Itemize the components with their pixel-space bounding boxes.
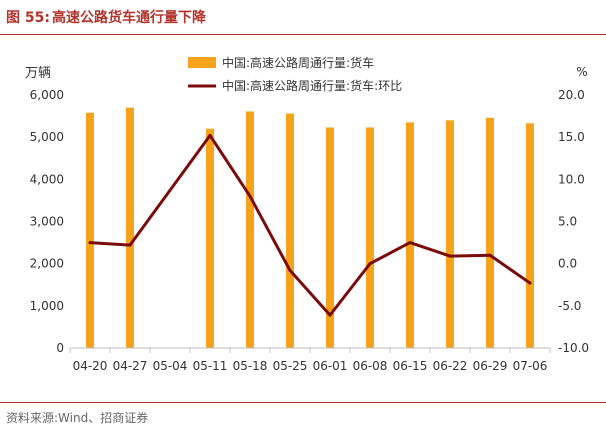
y-left-tick-label: 0 [56,341,64,355]
x-tick-label: 06-15 [393,359,428,373]
bar-volume-06-22 [446,120,454,348]
source-divider [0,402,606,403]
legend-label-change: 中国:高速公路周通行量:货车:环比 [222,78,402,93]
y-left-tick-label: 6,000 [30,88,64,102]
y-left-tick-label: 5,000 [30,130,64,144]
point-change-06-01 [328,313,332,317]
y-right-tick-label: 0.0 [558,257,577,271]
figure-label: 图 55: [6,10,50,26]
point-change-06-29 [488,253,492,257]
x-tick-label: 05-18 [233,359,268,373]
bar-volume-06-29 [486,117,494,349]
y-right-tick-label: 5.0 [558,215,577,229]
bar-volume-05-18 [246,111,254,348]
x-tick-label: 06-22 [433,359,468,373]
x-tick-label: 06-08 [353,359,388,373]
point-change-04-20 [88,241,92,245]
x-tick-label: 04-27 [113,359,148,373]
bar-volume-06-01 [326,127,334,349]
legend-swatch-volume [188,57,216,68]
y-axis-left-unit: 万辆 [25,66,51,81]
y-left-tick-label: 2,000 [30,257,64,271]
point-change-05-11 [208,133,212,137]
y-right-tick-label: 15.0 [558,130,585,144]
y-axis-right-unit: % [576,65,587,79]
x-tick-label: 06-29 [473,359,508,373]
bar-volume-05-11 [206,128,214,348]
y-left-tick-label: 3,000 [30,215,64,229]
y-right-tick-label: -5.0 [558,299,581,313]
point-change-05-25 [288,268,292,272]
y-right-tick-label: 10.0 [558,172,585,186]
bar-volume-04-27 [126,107,134,349]
figure-title: 图 55: 高速公路货车通行量下降 [0,0,606,30]
figure-title-main: 高速公路货车通行量下降 [51,10,206,26]
x-tick-label: 05-11 [193,359,228,373]
y-left-tick-label: 4,000 [30,172,64,186]
bar-volume-06-15 [406,122,414,349]
point-change-06-22 [448,254,452,258]
point-change-06-15 [408,241,412,245]
point-change-06-08 [368,262,372,266]
title-divider [0,34,606,35]
figure-title-text: 图 55: 高速公路货车通行量下降 [6,7,206,27]
x-tick-label: 07-06 [513,359,548,373]
bar-volume-05-25 [286,113,294,348]
y-right-tick-label: -10.0 [558,341,589,355]
bar-volume-04-20 [86,112,94,349]
point-change-05-18 [248,194,252,198]
bar-volume-06-08 [366,127,374,349]
source-note: 资料来源:Wind、招商证券 [6,411,149,425]
bar-volume-07-06 [526,123,534,348]
x-tick-label: 06-01 [313,359,348,373]
point-change-07-06 [528,281,532,285]
line-change-series [89,133,531,317]
y-left-tick-label: 1,000 [30,299,64,313]
x-tick-label: 05-04 [153,359,188,373]
x-tick-label: 05-25 [273,359,308,373]
point-change-04-27 [128,243,132,247]
legend-label-volume: 中国:高速公路周通行量:货车 [222,55,374,70]
y-right-tick-label: 20.0 [558,88,585,102]
x-tick-label: 04-20 [73,359,108,373]
